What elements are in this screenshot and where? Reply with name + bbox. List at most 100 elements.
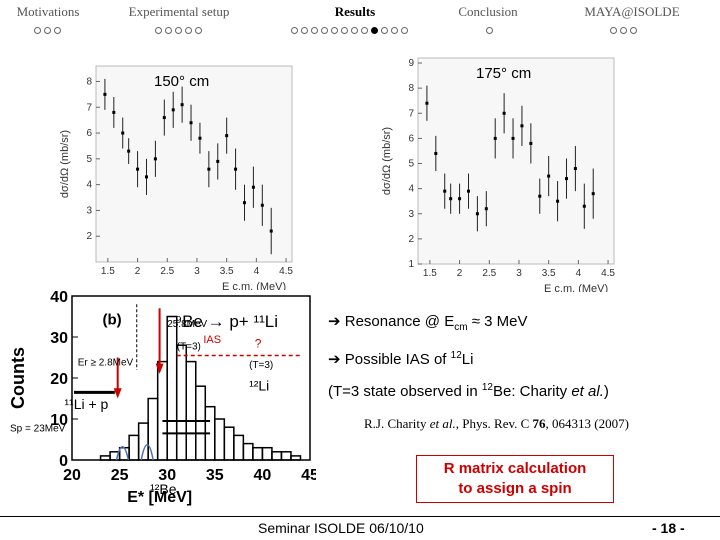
bullet-charity-close: ) xyxy=(603,383,609,400)
data-point xyxy=(511,136,515,140)
reference-volume: 76 xyxy=(532,416,546,431)
nav-dot[interactable] xyxy=(34,27,41,34)
reference-etal: et al. xyxy=(429,416,456,431)
nav-dots-results[interactable] xyxy=(291,27,408,37)
li12-label: ¹²Li xyxy=(249,377,269,393)
fit-peak xyxy=(115,446,130,461)
data-point xyxy=(443,189,447,193)
nav-dot[interactable] xyxy=(44,27,51,34)
nav-dot[interactable] xyxy=(361,27,368,34)
reference-citation: R.J. Charity et al., Phys. Rev. C 76, 06… xyxy=(364,416,629,432)
y-tick-label: 7 xyxy=(86,102,92,113)
x-axis-label: E* [MeV] xyxy=(127,489,192,506)
ias-label: IAS xyxy=(203,334,221,346)
bullet-ias-sup: 12 xyxy=(450,350,462,361)
bullet-resonance-value: ≈ 3 MeV xyxy=(467,313,528,330)
plot-title: 150° cm xyxy=(154,73,209,90)
y-tick-label: 3 xyxy=(408,209,414,220)
state-energy-label: 25.8MeV xyxy=(167,319,207,330)
data-point xyxy=(493,136,497,140)
data-point xyxy=(251,185,255,189)
y-tick-label: 6 xyxy=(86,128,92,139)
fit-peak xyxy=(140,444,154,461)
data-point xyxy=(153,157,157,161)
y-tick-label: 8 xyxy=(408,83,414,94)
bullet-ias-text: Possible IAS of xyxy=(344,351,451,368)
y-axis-label: dσ/dΩ (mb/sr) xyxy=(59,130,71,198)
x-tick-label: 2.5 xyxy=(160,266,174,277)
data-point xyxy=(458,197,462,201)
x-tick-label: 35 xyxy=(206,467,224,484)
nav-dot[interactable] xyxy=(301,27,308,34)
nav-dot[interactable] xyxy=(371,27,378,34)
nav-dot[interactable] xyxy=(175,27,182,34)
x-tick-label: 30 xyxy=(158,467,176,484)
data-point xyxy=(538,194,542,198)
nav-dot[interactable] xyxy=(341,27,348,34)
nav-dots-maya-isolde[interactable] xyxy=(610,27,637,37)
nav-dot[interactable] xyxy=(620,27,627,34)
nav-dot[interactable] xyxy=(54,27,61,34)
data-point xyxy=(449,197,453,201)
nav-dot[interactable] xyxy=(351,27,358,34)
data-point xyxy=(582,204,586,208)
nav-section-motivations[interactable]: Motivations xyxy=(16,4,80,19)
nav-dot[interactable] xyxy=(401,27,408,34)
data-point xyxy=(198,136,202,140)
nav-dot[interactable] xyxy=(185,27,192,34)
nav-dot[interactable] xyxy=(311,27,318,34)
li11p-label: ¹¹Li + p xyxy=(64,396,108,412)
data-point xyxy=(225,134,229,138)
data-point xyxy=(475,212,479,216)
nav-section-maya-isolde[interactable]: MAYA@ISOLDE xyxy=(584,4,680,19)
data-point xyxy=(171,108,175,112)
y-tick-label: 3 xyxy=(86,205,92,216)
nav-section-experimental-setup[interactable]: Experimental setup xyxy=(128,4,230,19)
data-point xyxy=(260,203,264,207)
x-tick-label: 40 xyxy=(254,467,272,484)
x-tick-label: 1.5 xyxy=(101,266,115,277)
data-point xyxy=(144,175,148,179)
data-point xyxy=(180,103,184,107)
plot-frame xyxy=(95,65,293,263)
nav-dots-experimental-setup[interactable] xyxy=(155,27,202,37)
nav-dot[interactable] xyxy=(291,27,298,34)
nav-section-conclusion[interactable]: Conclusion xyxy=(458,4,518,19)
y-tick-label: 5 xyxy=(86,154,92,165)
y-tick-label: 6 xyxy=(408,133,414,144)
histogram-bar xyxy=(290,455,302,461)
nav-dots-conclusion[interactable] xyxy=(486,27,493,37)
footer-divider xyxy=(0,516,720,517)
nav-dot[interactable] xyxy=(331,27,338,34)
y-tick-label: 5 xyxy=(408,159,414,170)
x-tick-label: 4.5 xyxy=(601,268,615,279)
x-tick-label: 4.5 xyxy=(279,266,293,277)
nav-dot[interactable] xyxy=(155,27,162,34)
nav-dots-motivations[interactable] xyxy=(34,27,61,37)
state-t-label: (T=3) xyxy=(177,341,201,352)
x-tick-label: 2.5 xyxy=(482,268,496,279)
nav-section-results[interactable]: Results xyxy=(334,4,376,19)
x-tick-label: 1.5 xyxy=(423,268,437,279)
nav-dot[interactable] xyxy=(391,27,398,34)
x-tick-label: 2 xyxy=(457,268,463,279)
er-label: Er ≥ 2.8MeV xyxy=(78,358,134,369)
nav-dot[interactable] xyxy=(321,27,328,34)
bullet-ias-element: Li xyxy=(461,351,474,368)
reference-pages: , 064313 (2007) xyxy=(545,416,629,431)
data-point xyxy=(502,111,506,115)
y-tick-label: 7 xyxy=(408,108,414,119)
excitation-energy-histogram: 20 25 30 35 40 45 0 10 20 30 40 (b) ⁹Be → p+ ¹¹Li 25.… xyxy=(6,284,316,510)
y-tick-label: 20 xyxy=(50,371,68,388)
nav-dot[interactable] xyxy=(630,27,637,34)
y-axis-label: dσ/dΩ (mb/sr) xyxy=(381,127,393,195)
nav-dot[interactable] xyxy=(165,27,172,34)
question-label: ? xyxy=(255,336,262,350)
nav-dot[interactable] xyxy=(195,27,202,34)
nav-dot[interactable] xyxy=(486,27,493,34)
nav-dot[interactable] xyxy=(381,27,388,34)
nav-dot[interactable] xyxy=(610,27,617,34)
y-tick-label: 0 xyxy=(59,453,68,470)
data-point xyxy=(564,177,568,181)
data-point xyxy=(189,121,193,125)
